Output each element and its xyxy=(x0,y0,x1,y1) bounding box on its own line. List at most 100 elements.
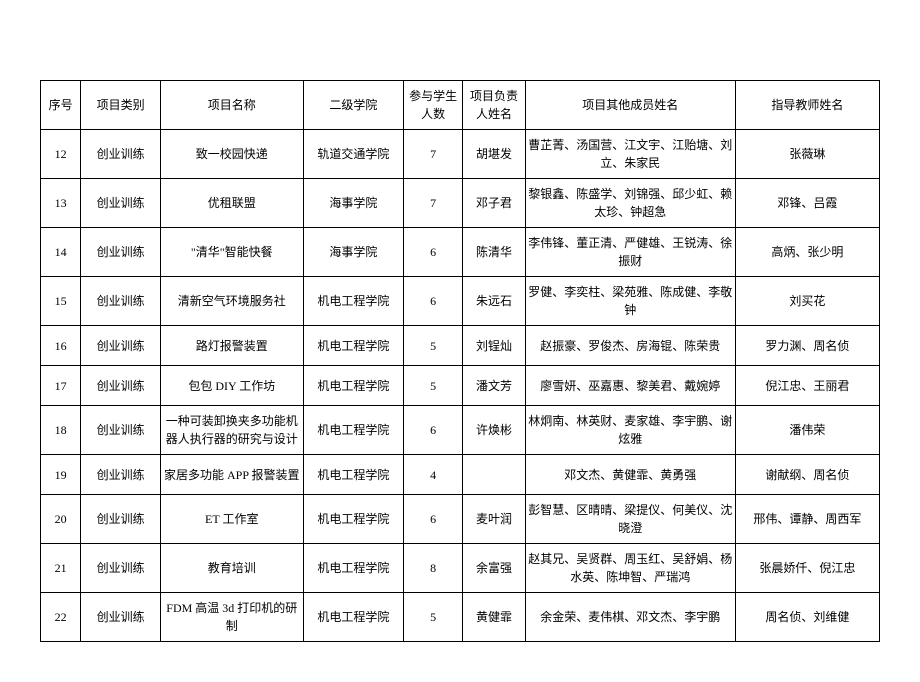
table-cell: 机电工程学院 xyxy=(303,277,404,326)
table-cell xyxy=(462,455,525,495)
table-cell: 创业训练 xyxy=(81,544,161,593)
table-row: 14创业训练"清华"智能快餐海事学院6陈清华李伟锋、董正清、严健雄、王锐涛、徐振… xyxy=(41,228,880,277)
table-cell: 高炳、张少明 xyxy=(735,228,879,277)
table-cell: 海事学院 xyxy=(303,179,404,228)
table-cell: 16 xyxy=(41,326,81,366)
table-cell: 6 xyxy=(404,277,463,326)
table-header-row: 序号 项目类别 项目名称 二级学院 参与学生人数 项目负责人姓名 项目其他成员姓… xyxy=(41,81,880,130)
table-cell: 创业训练 xyxy=(81,366,161,406)
table-cell: 张薇琳 xyxy=(735,130,879,179)
table-cell: "清华"智能快餐 xyxy=(160,228,303,277)
table-cell: 黄健霏 xyxy=(462,593,525,642)
table-cell: 赵其兄、吴贤群、周玉红、吴舒娟、杨水英、陈坤智、严瑞鸿 xyxy=(525,544,735,593)
table-row: 19创业训练家居多功能 APP 报警装置机电工程学院4邓文杰、黄健霏、黄勇强谢献… xyxy=(41,455,880,495)
header-project-name: 项目名称 xyxy=(160,81,303,130)
table-cell: 家居多功能 APP 报警装置 xyxy=(160,455,303,495)
table-row: 16创业训练路灯报警装置机电工程学院5刘锃灿赵振豪、罗俊杰、房海锟、陈荣贵罗力渊… xyxy=(41,326,880,366)
table-row: 13创业训练优租联盟海事学院7邓子君黎银鑫、陈盛学、刘锦强、邱少虹、赖太珍、钟超… xyxy=(41,179,880,228)
table-cell: 创业训练 xyxy=(81,277,161,326)
table-cell: 创业训练 xyxy=(81,326,161,366)
table-row: 15创业训练清新空气环境服务社机电工程学院6朱远石罗健、李奕柱、梁苑雅、陈成健、… xyxy=(41,277,880,326)
table-cell: 22 xyxy=(41,593,81,642)
project-table: 序号 项目类别 项目名称 二级学院 参与学生人数 项目负责人姓名 项目其他成员姓… xyxy=(40,80,880,642)
table-cell: 4 xyxy=(404,455,463,495)
table-cell: 创业训练 xyxy=(81,593,161,642)
table-cell: 创业训练 xyxy=(81,228,161,277)
table-cell: 周名侦、刘维健 xyxy=(735,593,879,642)
table-cell: 林炯南、林英财、麦家雄、李宇鹏、谢炫雅 xyxy=(525,406,735,455)
table-cell: 13 xyxy=(41,179,81,228)
table-cell: 黎银鑫、陈盛学、刘锦强、邱少虹、赖太珍、钟超急 xyxy=(525,179,735,228)
table-cell: 罗健、李奕柱、梁苑雅、陈成健、李敬钟 xyxy=(525,277,735,326)
header-college: 二级学院 xyxy=(303,81,404,130)
table-cell: 曹芷菁、汤国营、江文宇、江贻塘、刘立、朱家民 xyxy=(525,130,735,179)
table-cell: 海事学院 xyxy=(303,228,404,277)
table-cell: 创业训练 xyxy=(81,455,161,495)
table-cell: 潘文芳 xyxy=(462,366,525,406)
table-cell: 机电工程学院 xyxy=(303,406,404,455)
table-row: 20创业训练ET 工作室机电工程学院6麦叶润彭智慧、区晴晴、梁提仪、何美仪、沈晓… xyxy=(41,495,880,544)
table-cell: 赵振豪、罗俊杰、房海锟、陈荣贵 xyxy=(525,326,735,366)
header-leader: 项目负责人姓名 xyxy=(462,81,525,130)
table-cell: 18 xyxy=(41,406,81,455)
table-row: 21创业训练教育培训机电工程学院8余富强赵其兄、吴贤群、周玉红、吴舒娟、杨水英、… xyxy=(41,544,880,593)
table-cell: 创业训练 xyxy=(81,406,161,455)
table-cell: 邓文杰、黄健霏、黄勇强 xyxy=(525,455,735,495)
table-cell: 余金荣、麦伟棋、邓文杰、李宇鹏 xyxy=(525,593,735,642)
table-cell: 倪江忠、王丽君 xyxy=(735,366,879,406)
table-cell: 清新空气环境服务社 xyxy=(160,277,303,326)
table-cell: 6 xyxy=(404,495,463,544)
table-cell: 机电工程学院 xyxy=(303,544,404,593)
table-cell: 机电工程学院 xyxy=(303,495,404,544)
table-cell: 15 xyxy=(41,277,81,326)
table-cell: 5 xyxy=(404,326,463,366)
table-cell: 机电工程学院 xyxy=(303,366,404,406)
table-cell: FDM 高温 3d 打印机的研制 xyxy=(160,593,303,642)
table-cell: 刘锃灿 xyxy=(462,326,525,366)
table-cell: 7 xyxy=(404,130,463,179)
table-cell: 刘买花 xyxy=(735,277,879,326)
table-cell: 廖雪妍、巫嘉惠、黎美君、戴婉婷 xyxy=(525,366,735,406)
table-cell: 潘伟荣 xyxy=(735,406,879,455)
table-cell: 7 xyxy=(404,179,463,228)
table-cell: 包包 DIY 工作坊 xyxy=(160,366,303,406)
header-members: 项目其他成员姓名 xyxy=(525,81,735,130)
table-cell: 5 xyxy=(404,366,463,406)
table-cell: 20 xyxy=(41,495,81,544)
table-row: 17创业训练包包 DIY 工作坊机电工程学院5潘文芳廖雪妍、巫嘉惠、黎美君、戴婉… xyxy=(41,366,880,406)
table-cell: 创业训练 xyxy=(81,179,161,228)
table-cell: 21 xyxy=(41,544,81,593)
table-cell: 12 xyxy=(41,130,81,179)
table-cell: 致一校园快递 xyxy=(160,130,303,179)
table-row: 12创业训练致一校园快递轨道交通学院7胡堪发曹芷菁、汤国营、江文宇、江贻塘、刘立… xyxy=(41,130,880,179)
table-cell: 创业训练 xyxy=(81,130,161,179)
table-cell: 6 xyxy=(404,406,463,455)
table-row: 18创业训练一种可装卸换夹多功能机器人执行器的研究与设计机电工程学院6许焕彬林炯… xyxy=(41,406,880,455)
table-cell: 胡堪发 xyxy=(462,130,525,179)
table-cell: 优租联盟 xyxy=(160,179,303,228)
header-index: 序号 xyxy=(41,81,81,130)
table-cell: 5 xyxy=(404,593,463,642)
table-cell: 罗力渊、周名侦 xyxy=(735,326,879,366)
table-cell: ET 工作室 xyxy=(160,495,303,544)
table-cell: 14 xyxy=(41,228,81,277)
table-cell: 创业训练 xyxy=(81,495,161,544)
table-cell: 19 xyxy=(41,455,81,495)
table-cell: 张晨娇仟、倪江忠 xyxy=(735,544,879,593)
table-cell: 朱远石 xyxy=(462,277,525,326)
table-cell: 17 xyxy=(41,366,81,406)
table-cell: 机电工程学院 xyxy=(303,593,404,642)
table-cell: 陈清华 xyxy=(462,228,525,277)
table-body: 12创业训练致一校园快递轨道交通学院7胡堪发曹芷菁、汤国营、江文宇、江贻塘、刘立… xyxy=(41,130,880,642)
table-cell: 余富强 xyxy=(462,544,525,593)
header-category: 项目类别 xyxy=(81,81,161,130)
table-cell: 教育培训 xyxy=(160,544,303,593)
table-cell: 许焕彬 xyxy=(462,406,525,455)
table-cell: 邢伟、谭静、周西军 xyxy=(735,495,879,544)
table-cell: 邓锋、吕霞 xyxy=(735,179,879,228)
table-cell: 路灯报警装置 xyxy=(160,326,303,366)
table-cell: 8 xyxy=(404,544,463,593)
table-cell: 一种可装卸换夹多功能机器人执行器的研究与设计 xyxy=(160,406,303,455)
header-student-count: 参与学生人数 xyxy=(404,81,463,130)
table-cell: 6 xyxy=(404,228,463,277)
